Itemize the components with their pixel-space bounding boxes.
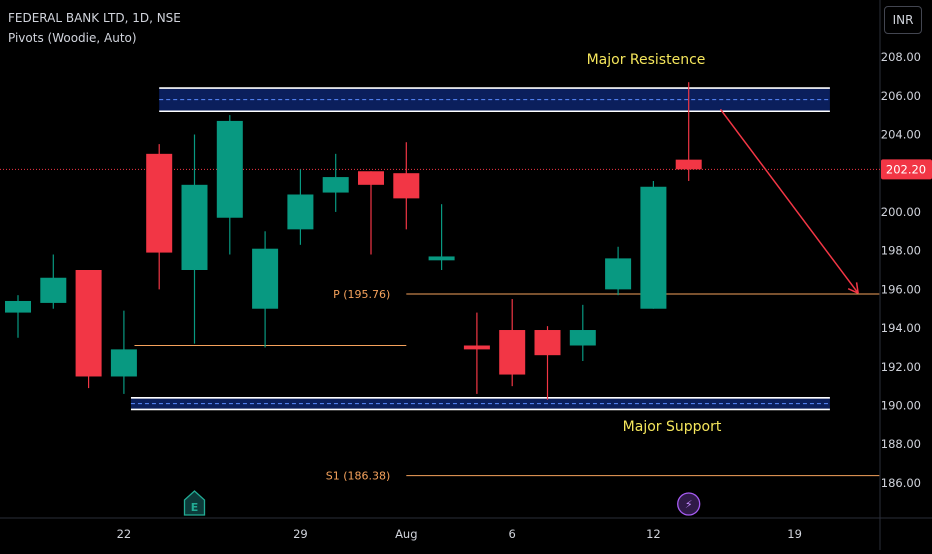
y-tick-label: 198.00 xyxy=(881,244,921,258)
current-price-box xyxy=(881,159,932,180)
earnings-glyph: E xyxy=(191,501,199,514)
candle-body[interactable] xyxy=(499,330,526,375)
candle-body[interactable] xyxy=(110,349,137,377)
y-tick-label: 192.00 xyxy=(881,360,921,374)
trend-arrow-head xyxy=(855,282,859,294)
y-tick-label: 200.00 xyxy=(881,205,921,219)
x-tick-label: Aug xyxy=(395,527,417,541)
y-tick-label: 190.00 xyxy=(881,399,921,413)
current-price-label: 202.20 xyxy=(886,162,926,176)
y-tick-label: 204.00 xyxy=(881,127,921,141)
currency-button[interactable]: INR xyxy=(884,6,922,34)
y-tick-label: 194.00 xyxy=(881,321,921,335)
candle-body[interactable] xyxy=(5,300,31,313)
candle-body[interactable] xyxy=(569,330,596,346)
candle-body[interactable] xyxy=(40,277,67,303)
candle-body[interactable] xyxy=(75,270,102,377)
y-tick-label: 208.00 xyxy=(881,50,921,64)
candle-body[interactable] xyxy=(146,153,173,253)
pivot-label: S1 (186.38) xyxy=(326,470,391,483)
x-tick-label: 12 xyxy=(646,527,661,541)
candle-body[interactable] xyxy=(640,186,667,309)
y-tick-label: 196.00 xyxy=(881,282,921,296)
candle-body[interactable] xyxy=(605,258,632,290)
y-tick-label: 188.00 xyxy=(881,437,921,451)
candle-body[interactable] xyxy=(393,173,420,199)
dividend-glyph: ⚡ xyxy=(685,498,693,511)
chart-title: FEDERAL BANK LTD, 1D, NSE xyxy=(8,11,181,25)
resistance-annotation: Major Resistence xyxy=(587,52,706,68)
candle-body[interactable] xyxy=(322,177,349,193)
candle-body[interactable] xyxy=(463,345,490,350)
trend-arrow-line xyxy=(719,108,859,294)
y-tick-label: 206.00 xyxy=(881,89,921,103)
x-tick-label: 22 xyxy=(117,527,132,541)
pivot-label: P (195.76) xyxy=(333,288,390,301)
candle-body[interactable] xyxy=(216,120,243,218)
dividend-icon[interactable] xyxy=(677,492,701,516)
support-annotation: Major Support xyxy=(623,419,722,435)
candle-body[interactable] xyxy=(358,171,384,185)
x-tick-label: 29 xyxy=(293,527,308,541)
candle-body[interactable] xyxy=(181,184,208,270)
zone-band xyxy=(130,397,830,410)
x-tick-label: 6 xyxy=(509,527,516,541)
zone-band xyxy=(159,88,830,112)
earnings-icon[interactable] xyxy=(183,490,206,516)
candle-body[interactable] xyxy=(252,248,279,309)
candle-body[interactable] xyxy=(287,194,314,230)
y-tick-label: 186.00 xyxy=(881,476,921,490)
indicator-label: Pivots (Woodie, Auto) xyxy=(8,31,137,45)
trend-arrow-head xyxy=(847,287,859,294)
candle-body[interactable] xyxy=(534,330,561,356)
x-tick-label: 19 xyxy=(787,527,802,541)
candle-body[interactable] xyxy=(675,159,702,170)
candle-body[interactable] xyxy=(428,256,455,261)
